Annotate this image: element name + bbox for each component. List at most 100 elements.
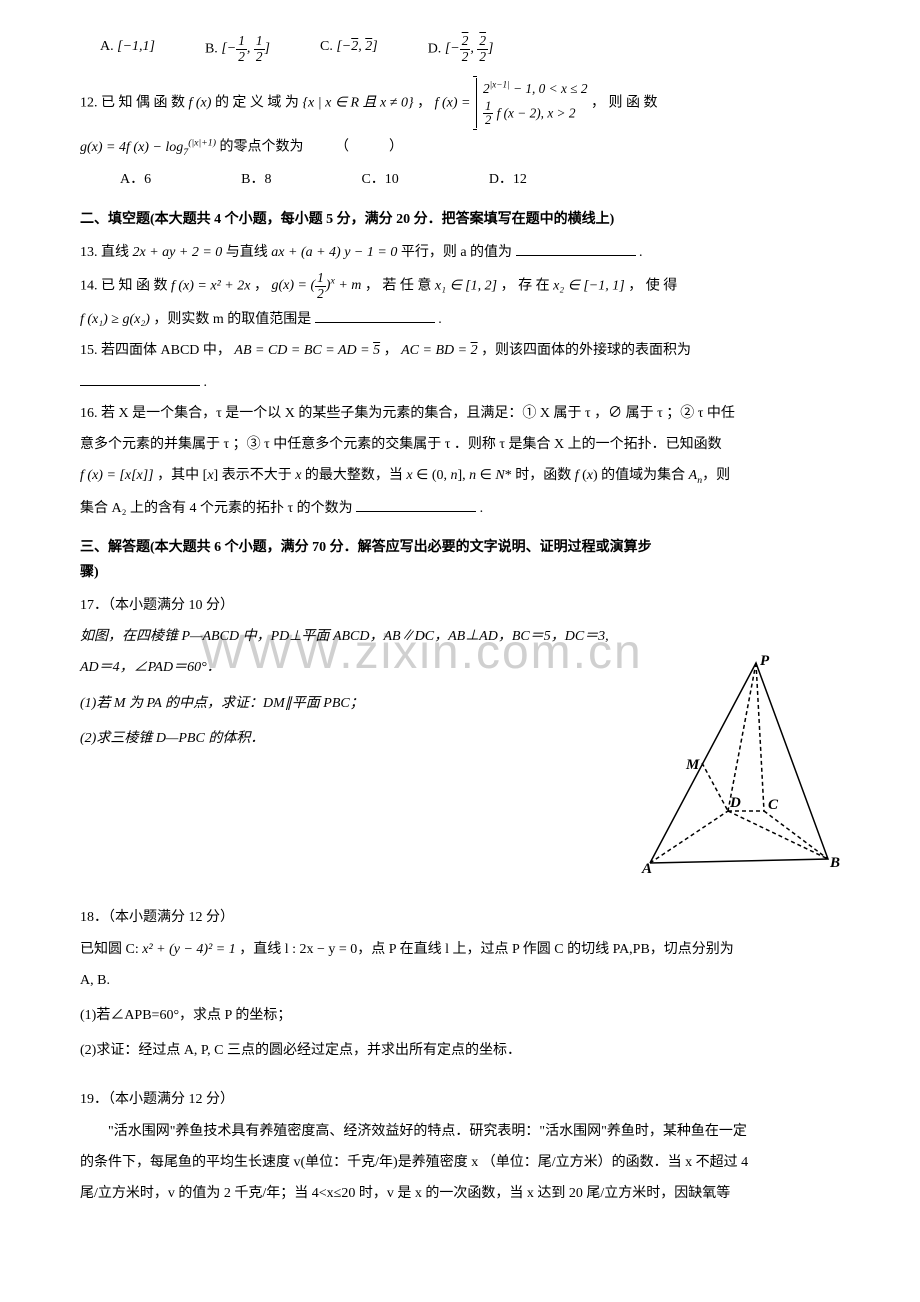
figure-pyramid: P M D C A B bbox=[640, 655, 840, 875]
math: [−22, 22] bbox=[445, 41, 494, 56]
text: ， 使 得 bbox=[628, 278, 677, 293]
gx: g(x) = 4f (x) − log7(|x|+1) bbox=[80, 140, 216, 155]
math: [−1,1] bbox=[117, 39, 155, 54]
q16-l2: 意多个元素的并集属于 τ ；③ τ 中任意多个元素的交集属于 τ ．则称 τ 是… bbox=[80, 432, 840, 457]
label: A. bbox=[100, 39, 114, 54]
optD: D．12 bbox=[489, 167, 527, 192]
q18-head: 18．（本小题满分 12 分） bbox=[80, 905, 840, 930]
q11-optB: B. [−12, 12] bbox=[205, 34, 270, 64]
edge-AD bbox=[650, 811, 728, 863]
text: ， bbox=[384, 343, 398, 358]
q19-head: 19．（本小题满分 12 分） bbox=[80, 1087, 840, 1112]
text: ， 若 任 意 bbox=[365, 278, 435, 293]
x1: x₁ ∈ [1, 2] bbox=[435, 278, 497, 293]
text: 14. 已 知 函 数 bbox=[80, 278, 171, 293]
fx: f (x) bbox=[189, 96, 212, 111]
period: . bbox=[438, 312, 442, 327]
period: . bbox=[204, 375, 208, 390]
math: [−12, 12] bbox=[221, 41, 270, 56]
period: . bbox=[639, 245, 643, 260]
gx: g(x) = (12)x + m bbox=[271, 278, 361, 293]
math: [−2, 2] bbox=[336, 39, 377, 54]
q12: 12. 已 知 偶 函 数 f (x) 的 定 义 域 为 {x | x ∈ R… bbox=[80, 78, 840, 128]
q11-optC: C. [−2, 2] bbox=[320, 34, 378, 64]
case1: 2|x−1| − 1, 0 < x ≤ 2 bbox=[483, 78, 588, 99]
label: B. bbox=[205, 41, 218, 56]
text: 与直线 bbox=[226, 245, 272, 260]
q11-optD: D. [−22, 22] bbox=[428, 34, 494, 64]
text: ，直线 l : 2x − y = 0，点 P 在直线 l 上，过点 P 作圆 C… bbox=[239, 942, 734, 957]
optC: C．10 bbox=[361, 167, 398, 192]
edge-PC bbox=[756, 663, 764, 811]
q14-line2: f (x₁) ≥ g(x₂) ，则实数 m 的取值范围是 . bbox=[80, 307, 840, 332]
optB: B．8 bbox=[241, 167, 271, 192]
label-D: D bbox=[729, 795, 741, 811]
q17-head: 17．（本小题满分 10 分） bbox=[80, 593, 840, 618]
label-M: M bbox=[685, 757, 700, 773]
q19-l2: 的条件下，每尾鱼的平均生长速度 v(单位：千克/年)是养殖密度 x （单位：尾/… bbox=[80, 1150, 840, 1175]
section3-title-l2: 骤) bbox=[80, 560, 840, 585]
q17-body: 如图，在四棱锥 P—ABCD 中，PD⊥平面 ABCD，AB∥DC，AB⊥AD，… bbox=[80, 624, 840, 649]
label-C: C bbox=[768, 797, 779, 813]
eq2: AC = BD = 2 bbox=[401, 343, 477, 358]
edge-solid bbox=[650, 663, 828, 863]
q17-body2: AD＝4，∠PAD＝60°． bbox=[80, 655, 840, 680]
blank bbox=[516, 242, 636, 256]
eq2: ax + (a + 4) y − 1 = 0 bbox=[271, 245, 397, 260]
text: ， 存 在 bbox=[501, 278, 554, 293]
text: 13. 直线 bbox=[80, 245, 133, 260]
q18-body: 已知圆 C: x² + (y − 4)² = 1 ，直线 l : 2x − y … bbox=[80, 937, 840, 962]
text: 集合 A₂ 上的含有 4 个元素的拓扑 τ 的个数为 bbox=[80, 501, 353, 516]
text: 15. 若四面体 ABCD 中， bbox=[80, 343, 234, 358]
text: ， 则 函 数 bbox=[591, 96, 658, 111]
text: 12. 已 知 偶 函 数 bbox=[80, 96, 189, 111]
q11-optA: A. [−1,1] bbox=[100, 34, 155, 64]
text: 的零点个数为 bbox=[219, 140, 331, 155]
edge-MD bbox=[702, 763, 728, 811]
blank bbox=[315, 309, 435, 323]
eq1: 2x + ay + 2 = 0 bbox=[133, 245, 223, 260]
label: D. bbox=[428, 41, 442, 56]
q15: 15. 若四面体 ABCD 中， AB = CD = BC = AD = 5 ，… bbox=[80, 338, 840, 363]
text: ， bbox=[417, 96, 431, 111]
eq: x² + (y − 4)² = 1 bbox=[142, 942, 236, 957]
q16-l4: 集合 A₂ 上的含有 4 个元素的拓扑 τ 的个数为 . bbox=[80, 496, 840, 521]
q19-l1: "活水围网"养鱼技术具有养殖密度高、经济效益好的特点．研究表明："活水围网"养鱼… bbox=[80, 1119, 840, 1144]
section2-title: 二、填空题(本大题共 4 个小题，每小题 5 分，满分 20 分．把答案填写在题… bbox=[80, 207, 840, 232]
edge-PD bbox=[728, 663, 756, 811]
q19-l3: 尾/立方米时，v 的值为 2 千克/年；当 4<x≤20 时，v 是 x 的一次… bbox=[80, 1181, 840, 1206]
q16-l1: 16. 若 X 是一个集合，τ 是一个以 X 的某些子集为元素的集合，且满足：①… bbox=[80, 401, 840, 426]
text: ，则实数 m 的取值范围是 bbox=[153, 312, 311, 327]
label-B: B bbox=[829, 855, 840, 871]
blank bbox=[356, 498, 476, 512]
q15-blank: . bbox=[80, 370, 840, 395]
fx: f (x) = x² + 2x bbox=[171, 278, 250, 293]
optA: A．6 bbox=[120, 167, 151, 192]
q11-options: A. [−1,1] B. [−12, 12] C. [−2, 2] D. [−2… bbox=[100, 34, 840, 64]
text: 已知圆 C: bbox=[80, 942, 142, 957]
q18-sub2: (2)求证：经过点 A, P, C 三点的圆必经过定点，并求出所有定点的坐标． bbox=[80, 1038, 840, 1063]
text: 如图，在四棱锥 P—ABCD 中，PD⊥平面 ABCD，AB∥DC，AB⊥AD，… bbox=[80, 629, 609, 644]
text: 的 定 义 域 为 bbox=[215, 96, 303, 111]
q12-line2: g(x) = 4f (x) − log7(|x|+1) 的零点个数为 （ ） bbox=[80, 134, 840, 161]
q16-l3: f (x) = [x[x]] ，其中 [x] 表示不大于 x 的最大整数，当 x… bbox=[80, 463, 840, 489]
q13: 13. 直线 2x + ay + 2 = 0 与直线 ax + (a + 4) … bbox=[80, 240, 840, 265]
text: ， bbox=[254, 278, 272, 293]
label: C. bbox=[320, 39, 333, 54]
domain: {x | x ∈ R 且 x ≠ 0} bbox=[302, 96, 413, 111]
label-A: A bbox=[641, 861, 652, 875]
fx: f (x) = [x[x]] bbox=[80, 468, 154, 483]
text: ，其中 [x] 表示不大于 x 的最大整数，当 x ∈ (0, n], n ∈ … bbox=[157, 468, 730, 483]
fxeq: f (x) = bbox=[435, 96, 474, 111]
case2: 12 f (x − 2), x > 2 bbox=[483, 100, 588, 129]
ineq: f (x₁) ≥ g(x₂) bbox=[80, 312, 150, 327]
q18-body-r: A, B. bbox=[80, 968, 840, 993]
q18-sub1: (1)若∠APB=60°，求点 P 的坐标； bbox=[80, 1003, 840, 1028]
text: 平行，则 a 的值为 bbox=[401, 245, 512, 260]
text: ，则该四面体的外接球的表面积为 bbox=[481, 343, 691, 358]
period: . bbox=[480, 501, 484, 516]
section3-title-l1: 三、解答题(本大题共 6 个小题，满分 70 分．解答应写出必要的文字说明、证明… bbox=[80, 535, 840, 560]
piecewise: 2|x−1| − 1, 0 < x ≤ 2 12 f (x − 2), x > … bbox=[476, 78, 588, 128]
paren: （ ） bbox=[335, 140, 407, 155]
blank bbox=[80, 372, 200, 386]
